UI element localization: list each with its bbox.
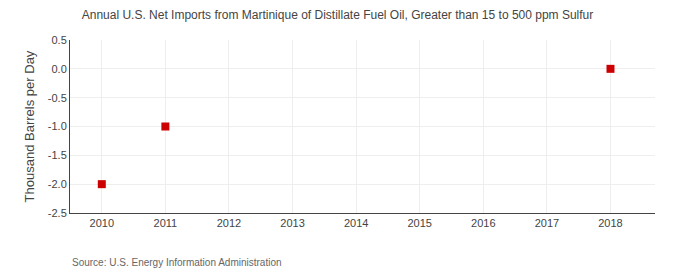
svg-text:2010: 2010 xyxy=(90,217,114,229)
svg-text:Thousand Barrels per Day: Thousand Barrels per Day xyxy=(22,50,37,202)
svg-text:2011: 2011 xyxy=(154,217,178,229)
svg-text:2014: 2014 xyxy=(344,217,368,229)
svg-text:2013: 2013 xyxy=(280,217,304,229)
svg-text:2017: 2017 xyxy=(535,217,559,229)
svg-text:2018: 2018 xyxy=(598,217,622,229)
svg-text:-1.0: -1.0 xyxy=(48,120,67,132)
svg-text:-2.0: -2.0 xyxy=(48,178,67,190)
svg-text:-1.5: -1.5 xyxy=(48,149,67,161)
svg-text:0.5: 0.5 xyxy=(52,34,67,46)
svg-text:2016: 2016 xyxy=(471,217,495,229)
svg-text:2015: 2015 xyxy=(407,217,431,229)
svg-text:2012: 2012 xyxy=(217,217,241,229)
svg-text:Annual U.S. Net Imports from M: Annual U.S. Net Imports from Martinique … xyxy=(82,8,594,22)
svg-text:-0.5: -0.5 xyxy=(48,92,67,104)
svg-text:0.0: 0.0 xyxy=(52,63,67,75)
svg-text:Source: U.S. Energy Informatio: Source: U.S. Energy Information Administ… xyxy=(72,257,282,268)
svg-text:-2.5: -2.5 xyxy=(48,207,67,219)
